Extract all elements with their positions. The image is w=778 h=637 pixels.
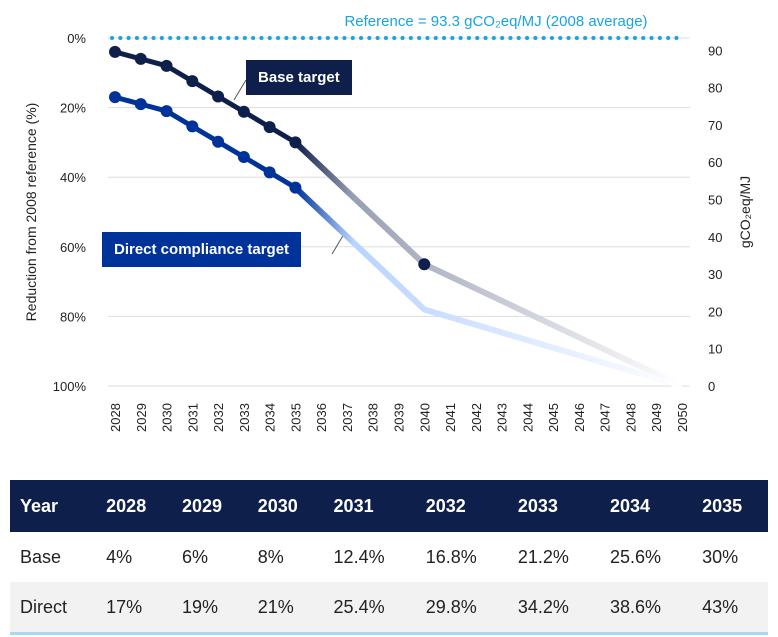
y-tick-left: 20%: [60, 101, 86, 116]
data-point: [212, 90, 225, 103]
data-point: [134, 98, 147, 111]
y-axis-label-right: gCO₂eq/MJ: [737, 176, 753, 248]
table-cell: 25.4%: [323, 582, 416, 635]
header-cell: Year: [10, 480, 97, 532]
y-tick-right: 20: [708, 304, 722, 319]
table-cell: 43%: [692, 582, 768, 635]
table-cell: 29.8%: [415, 582, 508, 635]
data-point: [263, 166, 276, 179]
data-point: [160, 59, 173, 72]
table-cell: 6%: [181, 546, 208, 567]
table-cell: 25.6%: [609, 546, 662, 567]
y-tick-left: 40%: [60, 170, 86, 185]
x-tick: 2046: [572, 403, 587, 432]
x-tick: 2029: [134, 403, 149, 432]
y-tick-left: 60%: [60, 240, 86, 255]
y-tick-right: 90: [708, 43, 722, 58]
y-tick-left: 0%: [67, 31, 86, 46]
data-point: [289, 181, 302, 194]
table-cell: 38.6%: [599, 582, 693, 635]
data-point: [109, 91, 121, 104]
data-point: [289, 136, 302, 149]
y-tick-left: 100%: [53, 379, 87, 394]
table-cell: 21%: [247, 582, 324, 635]
table-cell: 34.2%: [507, 582, 600, 635]
table-cell: Direct: [10, 582, 97, 635]
x-tick: 2041: [443, 403, 458, 432]
x-tick: 2038: [366, 403, 381, 432]
header-cell: 2033: [507, 480, 600, 532]
table-cell: 21.2%: [517, 546, 569, 567]
y-tick-right: 50: [708, 193, 722, 208]
x-tick: 2035: [288, 403, 303, 432]
header-cell: 2029: [171, 480, 248, 532]
x-tick: 2050: [675, 403, 690, 432]
header-cell: 2035: [692, 480, 768, 532]
y-tick-left: 80%: [60, 309, 86, 324]
reference-label: Reference = 93.3 gCO₂eq/MJ (2008 average…: [344, 13, 647, 30]
data-point: [237, 105, 250, 118]
table-cell: Base: [20, 546, 62, 567]
data-point: [186, 120, 199, 133]
data-point: [160, 105, 173, 118]
data-point: [186, 75, 199, 88]
series-fade-line: [293, 140, 684, 389]
table-cell: 17%: [96, 582, 172, 635]
x-tick: 2049: [649, 403, 664, 432]
x-tick: 2031: [185, 403, 200, 432]
x-tick: 2042: [469, 403, 484, 432]
table-cell: 12.4%: [333, 546, 385, 567]
leader-line: [233, 79, 247, 101]
y-tick-right: 60: [708, 155, 722, 170]
y-tick-right: 0: [708, 379, 715, 394]
header-cell: 2028: [96, 480, 172, 532]
table-cell: 30%: [702, 546, 739, 567]
x-tick: 2036: [314, 403, 329, 432]
direct-target-label: Direct compliance target: [102, 232, 302, 267]
y-tick-right: 30: [708, 267, 722, 282]
leader-line: [331, 233, 345, 255]
x-tick: 2044: [520, 403, 535, 432]
header-cell: 2031: [323, 480, 416, 532]
base-target-label: Base target: [246, 60, 352, 95]
data-point: [212, 135, 225, 148]
table-cell: 4%: [106, 546, 133, 567]
x-tick: 2033: [237, 403, 252, 432]
x-tick: 2047: [598, 403, 613, 432]
chart: 0%20%40%60%80%100% 0102030405060708090202…: [23, 13, 753, 432]
y-axis-label-left: Reduction from 2008 reference (%): [23, 103, 39, 322]
data-point: [263, 121, 276, 134]
data-point: [134, 52, 147, 65]
x-tick: 2037: [340, 403, 355, 432]
table-header-row: Year 2028 2029 2030 2031 2032 2033 2034 2035: [10, 480, 768, 532]
x-tick: 2028: [108, 403, 123, 432]
table-row: Direct 17% 19% 21% 25.4% 29.8% 34.2% 38.6% 43%: [10, 582, 768, 635]
header-cell: 2030: [247, 480, 324, 532]
x-tick: 2032: [211, 403, 226, 432]
x-tick: 2045: [546, 403, 561, 432]
table-cell: 19%: [171, 582, 248, 635]
x-tick: 2040: [417, 403, 432, 432]
header-cell: 2034: [599, 480, 693, 532]
x-tick: 2043: [495, 403, 510, 432]
x-tick: 2034: [263, 403, 278, 432]
y-tick-right: 10: [708, 342, 722, 357]
y-tick-right: 40: [708, 230, 722, 245]
x-tick: 2039: [392, 403, 407, 432]
table-row: Base 4% 6% 8% 12.4% 16.8% 21.2% 25.6% 30%: [10, 532, 768, 582]
x-tick: 2030: [160, 403, 175, 432]
data-point: [109, 45, 121, 58]
series-fade-line: [293, 185, 683, 389]
data-point: [418, 258, 431, 271]
table-cell: 16.8%: [425, 546, 477, 567]
x-tick: 2048: [623, 403, 638, 432]
data-point: [237, 151, 250, 164]
table-cell: 8%: [257, 546, 284, 567]
y-tick-right: 70: [708, 118, 722, 133]
y-tick-right: 80: [708, 81, 722, 96]
header-cell: 2032: [415, 480, 508, 532]
targets-table: Year 2028 2029 2030 2031 2032 2033 2034 2035 Bas…: [10, 480, 768, 635]
